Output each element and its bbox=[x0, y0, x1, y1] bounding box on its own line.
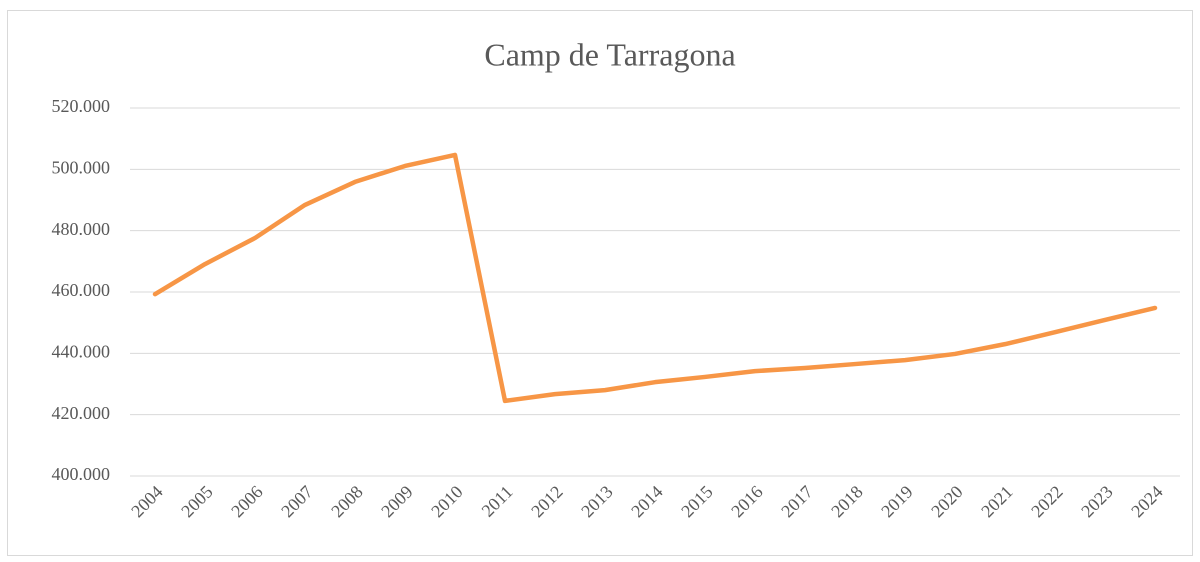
y-tick-label: 500.000 bbox=[52, 157, 111, 177]
y-tick-label: 400.000 bbox=[52, 464, 111, 484]
chart-title: Camp de Tarragona bbox=[484, 36, 735, 72]
y-tick-label: 460.000 bbox=[52, 280, 111, 300]
y-tick-label: 480.000 bbox=[52, 219, 111, 239]
chart-frame bbox=[7, 10, 1193, 556]
series-line bbox=[152, 152, 1158, 404]
y-tick-label: 520.000 bbox=[52, 96, 111, 116]
y-tick-label: 420.000 bbox=[52, 403, 111, 423]
y-tick-label: 440.000 bbox=[52, 341, 111, 361]
